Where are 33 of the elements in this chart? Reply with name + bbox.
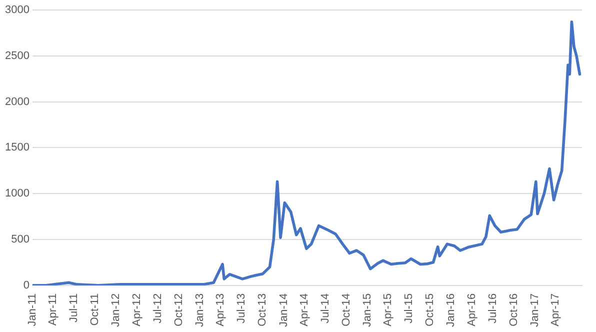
x-tick-label: Apr-16 bbox=[466, 293, 478, 326]
y-tick-label: 3000 bbox=[4, 4, 30, 16]
x-tick-label: Jan-13 bbox=[194, 293, 206, 328]
y-tick-label: 1500 bbox=[4, 142, 30, 154]
x-tick-label: Oct-12 bbox=[172, 293, 185, 326]
x-tick-label: Apr-11 bbox=[47, 293, 60, 326]
x-tick-label: Apr-17 bbox=[550, 293, 562, 326]
x-tick-label: Jan-16 bbox=[445, 293, 458, 328]
x-tick-label: Jul-16 bbox=[486, 293, 499, 324]
y-tick-label: 1000 bbox=[4, 188, 30, 200]
x-tick-label: Apr-14 bbox=[298, 293, 310, 326]
y-tick-label: 2000 bbox=[4, 96, 30, 108]
x-tick-label: Apr-15 bbox=[382, 293, 394, 326]
x-tick-label: Oct-15 bbox=[424, 293, 436, 326]
x-tick-label: Oct-11 bbox=[89, 293, 102, 326]
x-tick-label: Jan-11 bbox=[26, 293, 38, 326]
x-tick-label: Jul-14 bbox=[319, 293, 332, 324]
x-tick-label: Oct-13 bbox=[256, 293, 269, 326]
x-tick-label: Oct-14 bbox=[340, 293, 352, 326]
x-tick-label: Jan-15 bbox=[361, 293, 374, 328]
x-tick-label: Jul-15 bbox=[402, 293, 415, 324]
x-tick-label: Jul-13 bbox=[236, 293, 248, 324]
y-tick-label: 2500 bbox=[4, 50, 30, 62]
x-tick-label: Jan-12 bbox=[110, 293, 122, 328]
x-tick-label: Jan-14 bbox=[278, 293, 290, 328]
x-tick-label: Oct-16 bbox=[508, 293, 520, 326]
y-tick-label: 500 bbox=[11, 234, 30, 246]
x-tick-label: Jul-11 bbox=[68, 293, 80, 323]
x-tick-label: Jul-12 bbox=[152, 293, 164, 324]
x-tick-label: Jan-17 bbox=[529, 293, 542, 328]
y-tick-label: 0 bbox=[23, 279, 30, 292]
x-tick-label: Apr-13 bbox=[214, 293, 227, 326]
x-tick-label: Apr-12 bbox=[131, 293, 144, 326]
